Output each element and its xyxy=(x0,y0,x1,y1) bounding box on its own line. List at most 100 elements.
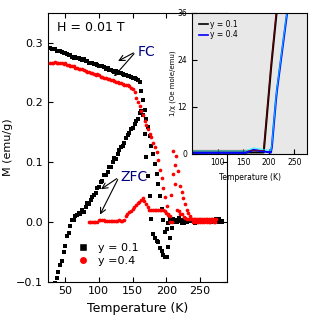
Point xyxy=(140,113,146,118)
Point xyxy=(110,160,115,165)
Point xyxy=(49,46,54,52)
Point xyxy=(174,217,180,222)
Point xyxy=(95,72,100,77)
Point xyxy=(212,217,217,222)
y = 0.1 xyxy=(194,150,198,154)
Point xyxy=(201,216,206,221)
Point xyxy=(200,220,205,225)
Point xyxy=(167,213,172,219)
Point xyxy=(135,77,140,82)
Point xyxy=(200,218,205,223)
Point xyxy=(98,180,103,185)
Point xyxy=(193,217,198,222)
Point xyxy=(146,126,151,131)
Point xyxy=(134,95,139,100)
Point xyxy=(171,172,176,177)
Point xyxy=(151,232,156,237)
Point xyxy=(85,200,90,205)
Line: y = 0.1: y = 0.1 xyxy=(192,0,307,152)
Point xyxy=(193,220,198,225)
Point xyxy=(64,52,69,57)
Point xyxy=(137,110,142,115)
Point xyxy=(140,196,145,201)
Point xyxy=(132,90,137,95)
Point xyxy=(179,220,184,225)
Point xyxy=(184,218,189,223)
Point xyxy=(182,201,188,206)
Point xyxy=(124,82,129,87)
Point xyxy=(193,218,198,223)
Point xyxy=(149,143,154,148)
Point xyxy=(189,219,195,224)
Point xyxy=(113,156,118,161)
Point xyxy=(137,199,142,204)
Point xyxy=(91,219,96,224)
Point xyxy=(132,204,137,210)
Point xyxy=(92,62,97,67)
Point xyxy=(172,181,178,186)
Point xyxy=(156,182,161,187)
Point xyxy=(184,219,189,224)
Point xyxy=(176,216,181,221)
Point xyxy=(130,206,135,212)
Text: H = 0.01 T: H = 0.01 T xyxy=(57,21,124,34)
Point xyxy=(103,218,108,223)
Point xyxy=(54,48,59,53)
Point xyxy=(90,71,95,76)
Point xyxy=(217,220,222,225)
Point xyxy=(191,220,196,225)
Point xyxy=(122,141,127,146)
Point xyxy=(125,73,130,78)
Point xyxy=(66,62,71,68)
Point xyxy=(198,218,203,223)
Point xyxy=(98,64,103,69)
Point xyxy=(69,218,75,223)
Point xyxy=(100,74,105,79)
Point xyxy=(184,216,189,221)
Point xyxy=(186,218,191,223)
Point xyxy=(147,207,152,212)
Point xyxy=(184,207,189,212)
y = 0.4 xyxy=(276,80,280,84)
Point xyxy=(75,212,80,218)
Point xyxy=(118,218,123,223)
Point xyxy=(100,178,105,183)
Point xyxy=(212,216,217,221)
Point xyxy=(206,218,212,223)
Point xyxy=(181,220,186,225)
Point xyxy=(95,186,100,191)
Point xyxy=(51,61,56,66)
Point xyxy=(139,109,144,114)
Point xyxy=(208,218,213,223)
Point xyxy=(71,63,76,68)
Point xyxy=(101,218,106,223)
Point xyxy=(169,218,174,223)
Point xyxy=(115,218,120,223)
Point xyxy=(89,220,94,225)
Point xyxy=(49,61,54,66)
Point xyxy=(108,218,113,223)
Point xyxy=(63,61,68,66)
Point xyxy=(130,125,135,130)
Point xyxy=(196,217,201,222)
Point xyxy=(140,113,146,118)
Point xyxy=(146,125,151,130)
Line: y = 0.4: y = 0.4 xyxy=(192,0,307,153)
Point xyxy=(143,202,148,207)
Point xyxy=(113,69,118,74)
Point xyxy=(188,217,193,222)
Point xyxy=(196,219,201,224)
Point xyxy=(171,148,176,154)
Point xyxy=(139,108,144,114)
Point xyxy=(195,216,200,221)
Point xyxy=(88,70,93,76)
Point xyxy=(135,99,140,104)
Point xyxy=(97,63,102,68)
Point xyxy=(63,51,68,56)
Point xyxy=(199,219,204,224)
Point xyxy=(166,212,171,217)
Point xyxy=(130,76,135,81)
Point xyxy=(191,219,196,224)
Point xyxy=(163,195,168,200)
Point xyxy=(107,165,112,170)
